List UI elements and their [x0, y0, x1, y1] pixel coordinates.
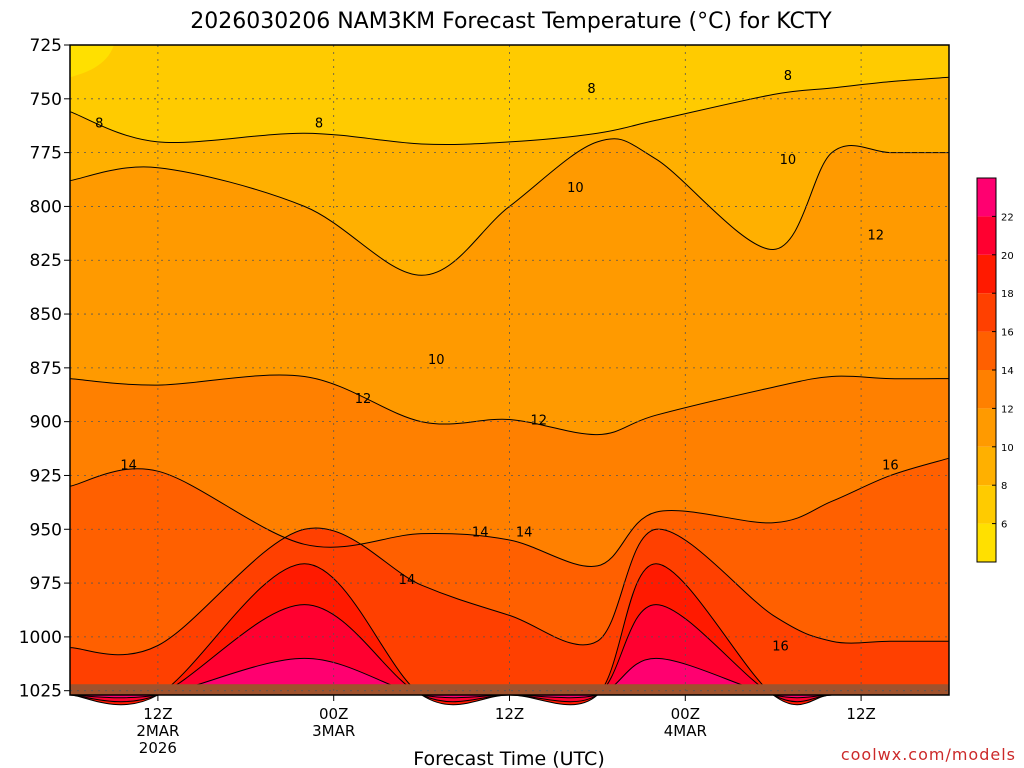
legend-label: 16 — [1001, 328, 1014, 339]
legend-swatch — [977, 523, 996, 562]
legend-swatch — [977, 408, 996, 447]
contour-label: 14 — [399, 573, 416, 588]
y-tick-label: 875 — [30, 359, 62, 379]
contour-label: 14 — [120, 459, 137, 474]
contour-label: 8 — [784, 69, 792, 84]
x-tick-label: 2026 — [139, 739, 177, 757]
contour-label: 14 — [472, 525, 489, 540]
y-axis: 725 750 775 800 825 850 875 900 925 950 975 1000 102… — [19, 36, 70, 702]
plot-area: 8 8 8 8 10 10 10 12 12 12 14 14 14 14 16 16 — [69, 44, 950, 706]
y-tick-label: 775 — [30, 144, 62, 164]
y-tick-label: 1000 — [19, 628, 62, 648]
contour-label: 10 — [780, 153, 797, 168]
legend-label: 12 — [1001, 404, 1014, 415]
credit-text: coolwx.com/models — [841, 745, 1016, 764]
y-tick-label: 800 — [30, 197, 62, 217]
contour-label: 10 — [428, 353, 445, 368]
y-tick-label: 900 — [30, 413, 62, 433]
legend-swatch — [977, 446, 996, 486]
y-tick-label: 950 — [30, 520, 62, 540]
y-tick-label: 925 — [30, 466, 62, 486]
y-tick-label: 725 — [30, 36, 62, 56]
contour-line-18 — [69, 563, 949, 706]
legend-swatch — [977, 370, 996, 409]
legend-label: 6 — [1001, 520, 1007, 531]
legend-label: 20 — [1001, 251, 1014, 262]
contour-label: 12 — [867, 228, 884, 243]
x-tick-label: 12Z — [143, 705, 172, 723]
x-tick-label: 00Z — [319, 705, 348, 723]
legend: 6 8 10 12 14 16 18 20 22 — [976, 177, 1014, 563]
y-tick-label: 750 — [30, 90, 62, 110]
contour-line-16 — [69, 527, 949, 656]
contour-label: 8 — [315, 116, 323, 131]
contour-label: 12 — [531, 414, 548, 429]
contour-label: 12 — [355, 392, 372, 407]
y-tick-label: 850 — [30, 305, 62, 325]
legend-label: 22 — [1001, 212, 1014, 223]
band-6-8 — [70, 45, 114, 78]
legend-swatch — [977, 178, 996, 217]
x-tick-label: 4MAR — [664, 722, 707, 740]
legend-swatch — [977, 254, 996, 294]
contour-label: 16 — [882, 459, 899, 474]
y-tick-label: 975 — [30, 574, 62, 594]
contour-label: 16 — [772, 639, 789, 654]
x-tick-label: 2MAR — [136, 722, 179, 740]
contour-line-8 — [69, 76, 950, 145]
legend-label: 18 — [1001, 289, 1014, 300]
y-tick-label: 825 — [30, 251, 62, 271]
x-tick-label: 00Z — [671, 705, 700, 723]
x-tick-label: 12Z — [846, 705, 875, 723]
contour-line-10 — [69, 138, 949, 276]
contour-label: 8 — [95, 116, 103, 131]
legend-swatch — [977, 293, 996, 332]
chart-title: 2026030206 NAM3KM Forecast Temperature (… — [190, 9, 832, 34]
y-tick-label: 1025 — [19, 682, 62, 702]
contour-line-12 — [69, 374, 950, 436]
contour-label: 14 — [516, 525, 533, 540]
x-tick-label: 3MAR — [312, 722, 355, 740]
contour-label: 8 — [587, 82, 595, 97]
x-axis-label: Forecast Time (UTC) — [413, 748, 604, 768]
legend-swatch — [977, 216, 996, 255]
legend-label: 10 — [1001, 443, 1014, 454]
legend-label: 8 — [1001, 481, 1007, 492]
contour-line-14 — [69, 457, 950, 567]
contour-label: 10 — [567, 181, 584, 196]
legend-label: 14 — [1001, 366, 1014, 377]
legend-swatch — [977, 331, 996, 370]
legend-swatch — [977, 485, 996, 524]
x-tick-label: 12Z — [495, 705, 524, 723]
